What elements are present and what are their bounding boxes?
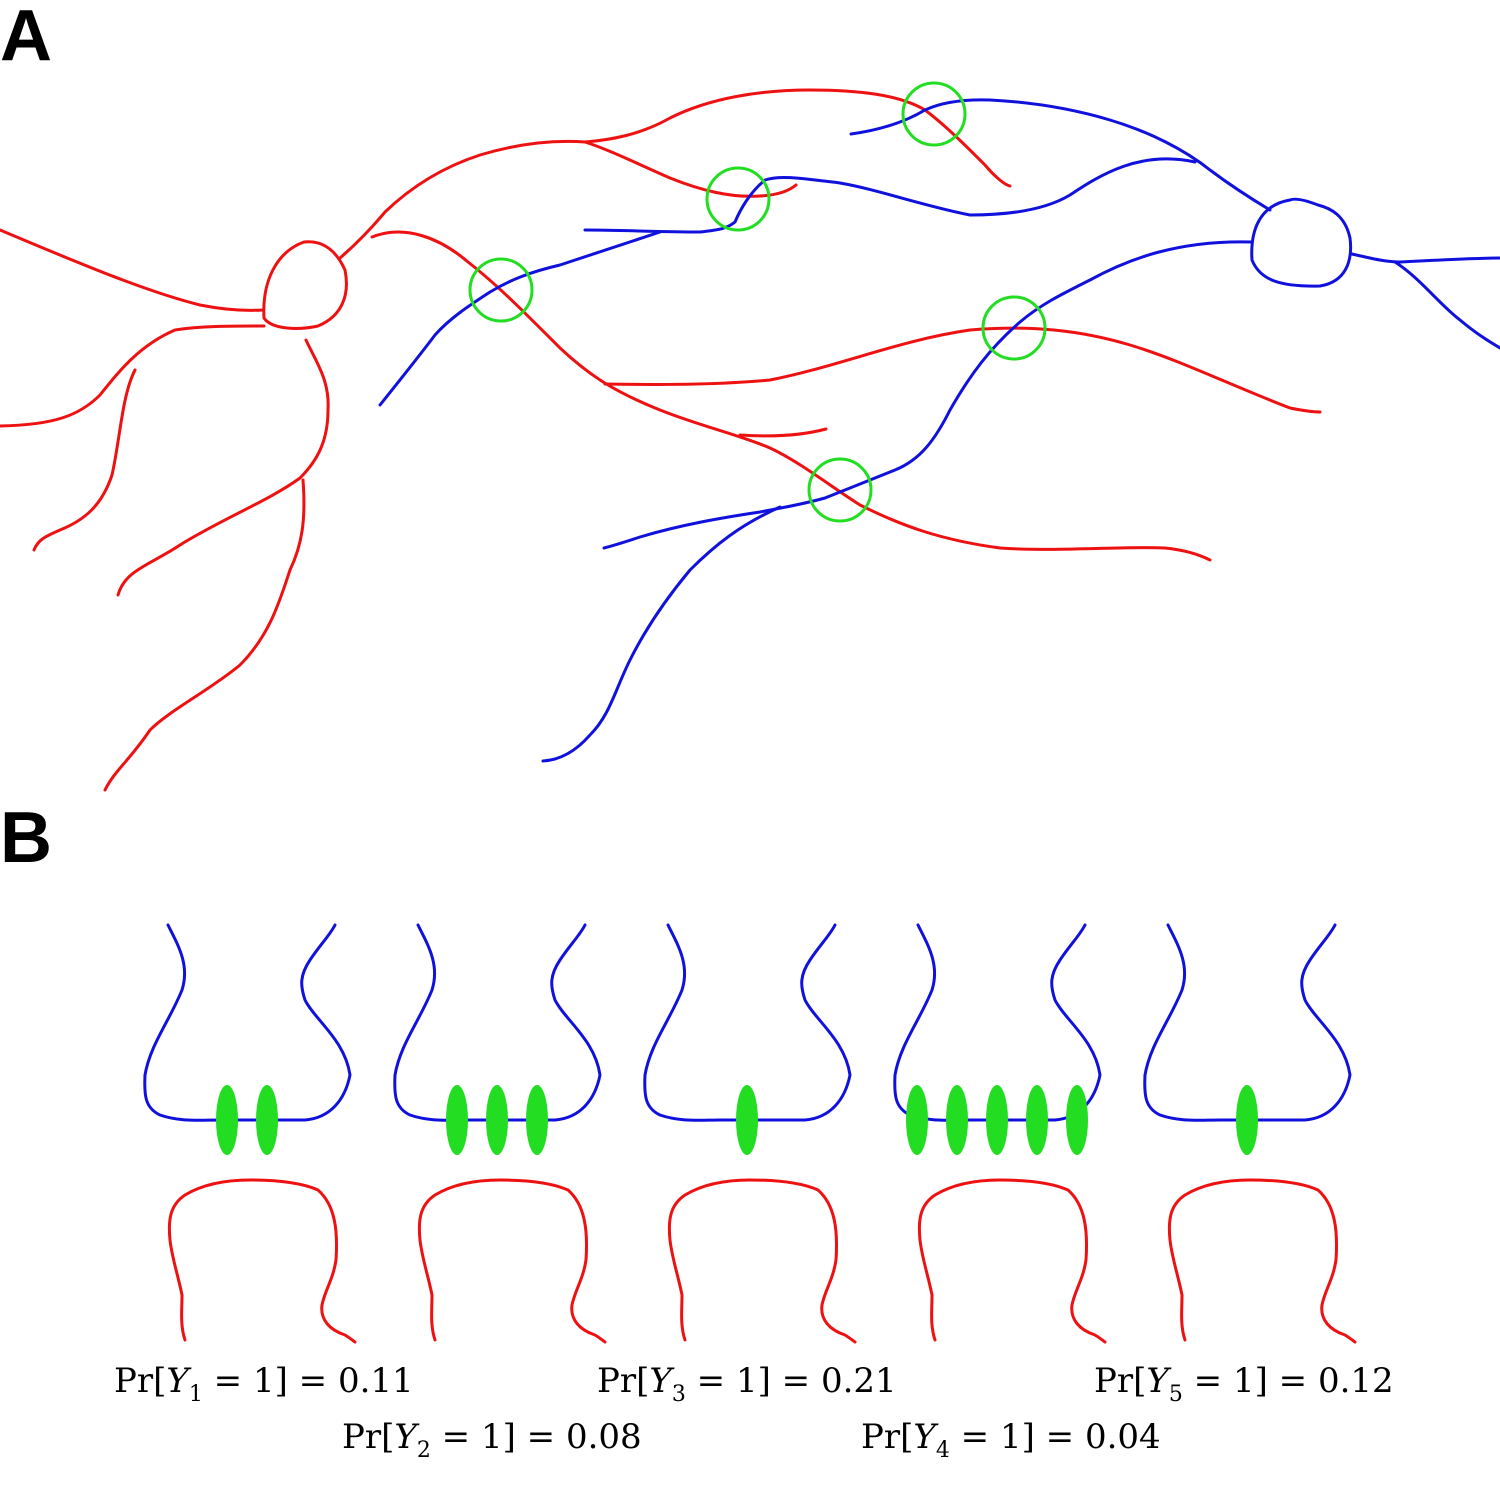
axon-branch — [103, 478, 306, 792]
probability-label-2: Pr[Y2 = 1] = 0.08 — [342, 1417, 642, 1463]
synapse-vesicle — [906, 1085, 928, 1155]
synapse-vesicle — [1066, 1085, 1088, 1155]
panel-b-label: B — [0, 798, 52, 878]
synapse-vesicle — [486, 1085, 508, 1155]
dendrite-spine — [143, 923, 352, 1122]
dendrite-soma — [1250, 197, 1353, 288]
axon-bouton — [917, 1178, 1107, 1344]
dendrite-branch — [602, 240, 1254, 550]
synapse-vesicle — [1236, 1085, 1258, 1155]
synapse-vesicle — [736, 1085, 758, 1155]
contact-circle — [807, 457, 873, 523]
contact-circle — [901, 81, 967, 147]
synapse-vesicle — [216, 1085, 238, 1155]
dendrite-branch — [378, 230, 662, 407]
contact-circle — [468, 257, 534, 323]
dendrite-branch — [849, 98, 1272, 212]
synapse-vesicle — [986, 1085, 1008, 1155]
probability-label-4: Pr[Y4 = 1] = 0.04 — [861, 1417, 1161, 1463]
axon-branch — [0, 228, 265, 312]
synapse-vesicle — [526, 1085, 548, 1155]
axon-bouton — [167, 1178, 357, 1344]
axon-branch — [738, 427, 828, 438]
dendrite-spine — [1143, 923, 1352, 1122]
dendrite-spine — [643, 923, 852, 1122]
contact-circle — [705, 166, 771, 232]
axon-branch — [116, 338, 330, 597]
axon-branch — [583, 140, 798, 198]
axon-soma — [262, 240, 348, 330]
panel-a-label: A — [0, 0, 52, 76]
contact-circle — [981, 295, 1047, 361]
probability-label-3: Pr[Y3 = 1] = 0.21 — [597, 1361, 897, 1407]
axon-bouton — [417, 1178, 607, 1344]
axon-branch — [603, 326, 1322, 414]
synapse-group-3 — [643, 923, 857, 1344]
dendrite-branch — [1393, 260, 1500, 350]
synapse-vesicle — [946, 1085, 968, 1155]
probability-labels: Pr[Y1 = 1] = 0.11 Pr[Y2 = 1] = 0.08 Pr[Y… — [114, 1361, 1394, 1463]
axon-branch — [32, 368, 137, 552]
dendrite-arbor — [378, 98, 1500, 763]
dendrite-branch — [583, 157, 1197, 234]
probability-label-1: Pr[Y1 = 1] = 0.11 — [114, 1361, 414, 1407]
synapse-group-5 — [1143, 923, 1357, 1344]
synapse-group-2 — [393, 923, 607, 1344]
dendrite-spine — [393, 923, 602, 1122]
synapse-vesicle — [446, 1085, 468, 1155]
synapse-group-1 — [143, 923, 357, 1344]
axon-arbor — [0, 88, 1322, 792]
dendrite-branch — [541, 505, 782, 763]
axon-bouton — [1167, 1178, 1357, 1344]
probability-label-5: Pr[Y5 = 1] = 0.12 — [1094, 1361, 1394, 1407]
axon-branch — [0, 324, 266, 428]
panel-b-synapse-groups — [143, 923, 1357, 1344]
dendrite-spine — [893, 923, 1102, 1122]
dendrite-branch — [1350, 252, 1500, 264]
axon-bouton — [667, 1178, 857, 1344]
synapse-vesicle — [1026, 1085, 1048, 1155]
synapse-vesicle — [256, 1085, 278, 1155]
contact-markers — [468, 81, 1047, 523]
synapse-group-4 — [893, 923, 1107, 1344]
axon-branch — [338, 88, 1012, 260]
